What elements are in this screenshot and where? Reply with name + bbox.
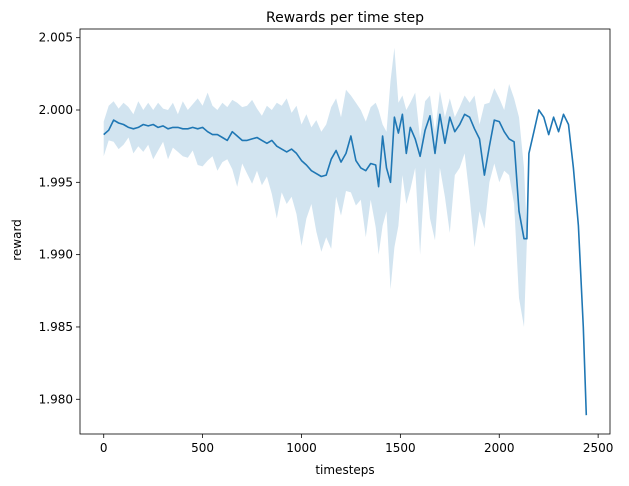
y-axis-label: reward bbox=[10, 219, 24, 261]
plot-frame bbox=[79, 28, 611, 435]
x-tick-label: 0 bbox=[100, 441, 108, 455]
y-tick-label: 1.990 bbox=[39, 248, 73, 262]
x-tick-label: 500 bbox=[191, 441, 214, 455]
y-tick-label: 1.980 bbox=[39, 392, 73, 406]
x-axis-label: timesteps bbox=[315, 463, 374, 477]
x-tick-label: 1000 bbox=[286, 441, 317, 455]
x-tick-label: 2500 bbox=[583, 441, 614, 455]
x-tick-label: 1500 bbox=[385, 441, 416, 455]
chart-title: Rewards per time step bbox=[266, 10, 424, 26]
y-tick-label: 2.000 bbox=[39, 103, 73, 117]
x-tick-label: 2000 bbox=[484, 441, 515, 455]
y-axis: 1.980 1.985 1.990 1.995 2.000 2.005 bbox=[39, 31, 80, 406]
y-tick-label: 1.995 bbox=[39, 175, 73, 189]
confidence-band bbox=[103, 47, 527, 328]
x-axis: 0 500 1000 1500 2000 2500 bbox=[100, 434, 613, 455]
reward-line bbox=[103, 109, 588, 416]
y-tick-label: 1.985 bbox=[39, 320, 73, 334]
y-tick-label: 2.005 bbox=[39, 31, 73, 45]
